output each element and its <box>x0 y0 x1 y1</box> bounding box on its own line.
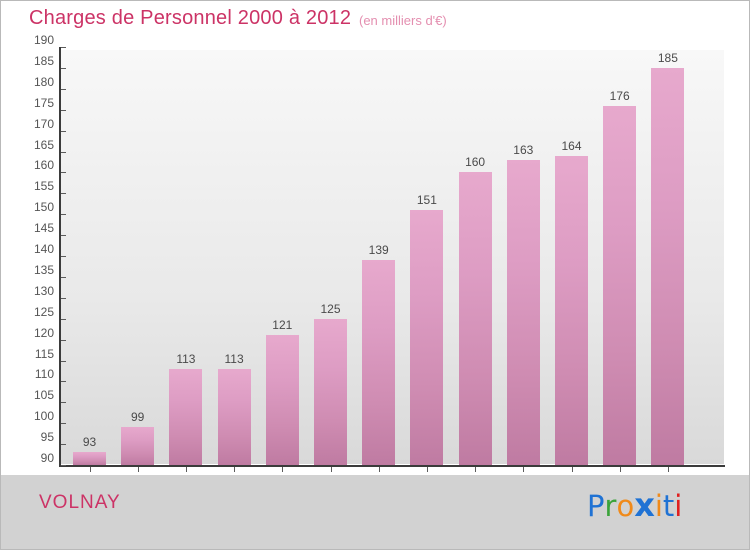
bar[interactable] <box>410 210 444 465</box>
bar-value-label: 121 <box>272 318 293 333</box>
y-axis-tick <box>61 88 66 90</box>
y-axis-tick <box>61 423 66 425</box>
logo-letter-t: t <box>662 489 675 523</box>
x-axis-tick <box>282 467 284 472</box>
x-axis-tick <box>185 467 187 472</box>
y-axis-tick <box>61 151 66 153</box>
y-axis-tick <box>61 130 66 132</box>
bar-value-label: 99 <box>131 410 145 425</box>
y-axis-label: 170 <box>33 116 54 131</box>
chart-title: Charges de Personnel 2000 à 2012 <box>29 7 352 29</box>
y-axis-label: 175 <box>33 95 54 110</box>
bar[interactable] <box>73 452 106 465</box>
x-axis-tick <box>523 467 525 472</box>
chart-header: Charges de Personnel 2000 à 2012 (en mil… <box>1 1 749 39</box>
y-axis-tick <box>61 172 66 174</box>
x-axis-tick <box>378 467 380 472</box>
bar[interactable] <box>121 427 155 465</box>
y-axis-tick <box>61 318 66 320</box>
y-axis-label: 185 <box>33 53 54 68</box>
bar-value-label: 139 <box>368 243 389 258</box>
y-axis-tick <box>61 297 66 299</box>
y-axis-tick <box>61 214 66 216</box>
bar-value-label: 163 <box>513 142 534 157</box>
proxiti-logo[interactable]: Proxiti <box>587 486 682 524</box>
y-axis-tick <box>61 67 66 69</box>
bar[interactable] <box>458 172 492 465</box>
y-axis-label: 155 <box>33 179 54 194</box>
y-axis-tick <box>61 47 66 48</box>
y-axis-label: 95 <box>40 430 54 445</box>
commune-name: VOLNAY <box>39 492 121 513</box>
y-axis-label: 100 <box>33 409 54 424</box>
y-axis-label: 150 <box>33 200 54 215</box>
bar[interactable] <box>217 368 251 465</box>
x-axis-tick <box>619 467 621 472</box>
y-axis-tick <box>61 444 66 446</box>
x-axis-tick <box>571 467 573 472</box>
y-axis-label: 130 <box>33 283 54 298</box>
bar[interactable] <box>362 260 396 465</box>
x-axis-line <box>59 465 725 467</box>
y-axis-tick <box>61 193 66 195</box>
bar[interactable] <box>506 159 540 465</box>
x-axis-tick <box>330 467 332 472</box>
plot-frame: 90 95 100 105 110 115 120 125 130 135 140 145 150 155… <box>26 33 726 489</box>
y-axis-tick <box>61 360 66 362</box>
y-axis-tick <box>61 381 66 383</box>
y-axis-label: 105 <box>33 388 54 403</box>
y-axis-label: 120 <box>33 325 54 340</box>
bar[interactable] <box>169 368 203 465</box>
bar-value-label: 113 <box>224 351 244 366</box>
y-axis-line <box>59 47 61 467</box>
y-axis-tick <box>61 465 66 466</box>
y-axis-label: 160 <box>33 158 54 173</box>
logo-letter-p: P <box>587 489 605 523</box>
logo-letter-i1: i <box>654 489 663 523</box>
bar[interactable] <box>555 155 588 465</box>
x-axis-tick <box>667 467 669 472</box>
y-axis-label: 135 <box>33 262 54 277</box>
y-axis-tick <box>61 235 66 237</box>
y-axis-label: 110 <box>34 367 54 382</box>
y-axis-label: 180 <box>33 74 54 89</box>
logo-letter-r: r <box>604 489 617 523</box>
x-axis-tick <box>475 467 477 472</box>
y-axis-tick <box>61 339 66 341</box>
y-axis-label: 140 <box>33 242 54 256</box>
y-axis-tick <box>61 276 66 278</box>
x-axis-tick <box>89 467 91 472</box>
bar-value-label: 160 <box>465 155 486 170</box>
y-axis-label: 90 <box>40 451 54 465</box>
x-axis-tick <box>426 467 428 472</box>
y-axis-tick <box>61 256 66 257</box>
bar-value-label: 176 <box>609 88 630 103</box>
x-axis-tick <box>137 467 139 472</box>
y-axis-label: 145 <box>33 221 54 236</box>
bar-value-label: 125 <box>320 301 341 316</box>
bar-value-label: 151 <box>416 193 437 208</box>
logo-letter-x: x <box>634 486 655 524</box>
logo-letter-i2: i <box>674 489 683 523</box>
bar-value-label: 164 <box>561 138 582 153</box>
bar[interactable] <box>314 318 347 465</box>
bar[interactable] <box>603 105 637 465</box>
y-axis-label: 125 <box>33 304 54 319</box>
bar-value-label: 185 <box>657 50 678 65</box>
y-axis-label: 115 <box>34 346 54 361</box>
bar-value-label: 113 <box>176 351 196 366</box>
bar[interactable] <box>265 335 299 465</box>
bar-value-label: 93 <box>82 435 97 450</box>
chart-footer: VOLNAY Proxiti <box>1 475 749 549</box>
y-axis-tick <box>61 109 66 111</box>
y-axis-label: 190 <box>33 33 54 47</box>
y-axis-label: 165 <box>33 137 54 152</box>
bar[interactable] <box>651 67 685 465</box>
chart-subtitle: (en milliers d'€) <box>359 13 447 28</box>
logo-letter-o: o <box>616 489 635 523</box>
y-axis-tick <box>61 402 66 404</box>
x-axis-tick <box>234 467 236 472</box>
